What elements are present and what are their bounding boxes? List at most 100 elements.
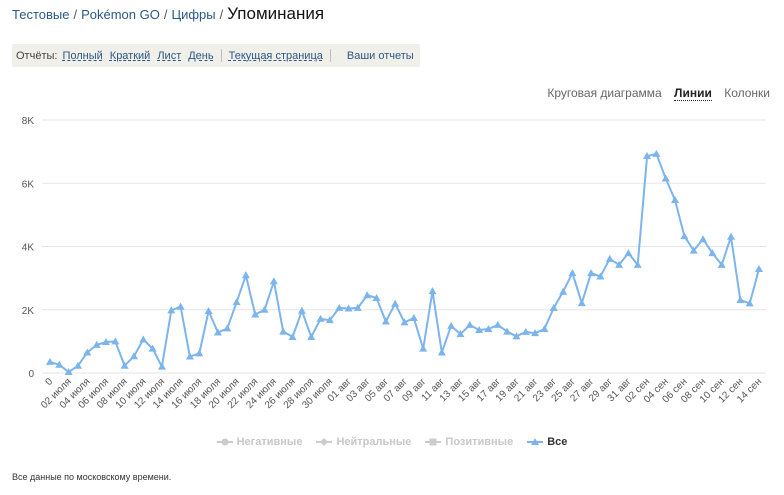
data-point[interactable]	[708, 249, 717, 257]
data-point[interactable]	[643, 152, 652, 160]
data-point[interactable]	[363, 291, 372, 299]
data-point[interactable]	[195, 349, 204, 357]
data-point[interactable]	[223, 324, 232, 332]
data-point[interactable]	[232, 298, 241, 306]
data-point[interactable]	[465, 320, 474, 328]
report-link-sheet[interactable]: Лист	[157, 49, 182, 62]
data-point[interactable]	[661, 174, 670, 182]
data-point[interactable]	[447, 321, 456, 329]
data-point[interactable]	[437, 348, 446, 356]
breadcrumb-link-1[interactable]: Pokémon GO	[81, 7, 160, 22]
chart-type-pie[interactable]: Круговая диаграмма	[547, 86, 662, 100]
data-point[interactable]	[428, 287, 437, 295]
data-point[interactable]	[279, 327, 288, 335]
data-point[interactable]	[745, 299, 754, 307]
data-point[interactable]	[512, 332, 521, 340]
data-point[interactable]	[83, 348, 92, 356]
data-point[interactable]	[120, 361, 129, 369]
data-point[interactable]	[325, 316, 334, 324]
legend-item[interactable]: Все	[527, 436, 567, 448]
data-point[interactable]	[269, 277, 278, 285]
data-point[interactable]	[335, 303, 344, 311]
data-point[interactable]	[297, 306, 306, 314]
data-point[interactable]	[671, 196, 680, 204]
data-point[interactable]	[176, 302, 185, 310]
breadcrumb-link-0[interactable]: Тестовые	[12, 7, 70, 22]
data-point[interactable]	[204, 307, 213, 315]
data-point[interactable]	[549, 303, 558, 311]
data-point[interactable]	[344, 304, 353, 312]
chart-type-lines[interactable]: Линии	[674, 86, 712, 101]
data-point[interactable]	[680, 232, 689, 240]
report-link-full[interactable]: Полный	[62, 49, 103, 62]
data-point[interactable]	[521, 327, 530, 335]
data-point[interactable]	[372, 294, 381, 302]
data-point[interactable]	[409, 313, 418, 321]
data-point[interactable]	[167, 306, 176, 314]
legend-item[interactable]: Негативные	[216, 436, 302, 448]
report-link-day[interactable]: День	[188, 49, 214, 62]
reports-divider	[220, 49, 222, 62]
data-point[interactable]	[540, 325, 549, 333]
data-point[interactable]	[251, 310, 260, 318]
data-point[interactable]	[755, 264, 763, 272]
report-link-short[interactable]: Краткий	[109, 49, 151, 62]
data-point[interactable]	[503, 327, 512, 335]
data-point[interactable]	[288, 332, 297, 340]
breadcrumb-separator: /	[219, 7, 224, 22]
data-point[interactable]	[241, 271, 250, 279]
data-point[interactable]	[615, 260, 624, 268]
data-point[interactable]	[400, 318, 409, 326]
data-point[interactable]	[559, 287, 568, 295]
data-point[interactable]	[456, 330, 465, 338]
data-point[interactable]	[381, 317, 390, 325]
data-point[interactable]	[596, 272, 605, 280]
data-point[interactable]	[531, 329, 540, 337]
data-point[interactable]	[139, 335, 148, 343]
data-point[interactable]	[484, 325, 493, 333]
diamond-marker-icon	[316, 438, 333, 446]
legend-item[interactable]: Позитивные	[425, 436, 513, 448]
data-point[interactable]	[101, 338, 110, 346]
data-point[interactable]	[587, 269, 596, 277]
data-point[interactable]	[475, 325, 484, 333]
data-point[interactable]	[353, 303, 362, 311]
data-point[interactable]	[316, 314, 325, 322]
data-point[interactable]	[699, 235, 708, 243]
data-point[interactable]	[717, 260, 726, 268]
data-point[interactable]	[260, 305, 269, 313]
data-point[interactable]	[55, 360, 64, 368]
data-point[interactable]	[736, 295, 745, 303]
data-point[interactable]	[92, 340, 101, 348]
data-point[interactable]	[727, 232, 736, 240]
data-point[interactable]	[689, 246, 698, 254]
data-point[interactable]	[111, 337, 120, 345]
data-point[interactable]	[64, 368, 73, 376]
data-point[interactable]	[419, 344, 428, 352]
breadcrumb-link-2[interactable]: Цифры	[171, 7, 216, 22]
data-point[interactable]	[568, 269, 577, 277]
breadcrumb-separator: /	[163, 7, 168, 22]
data-point[interactable]	[652, 149, 661, 157]
report-link-current-page[interactable]: Текущая страница	[228, 49, 323, 62]
your-reports-link[interactable]: Ваши отчеты	[346, 49, 414, 62]
data-point[interactable]	[213, 328, 222, 336]
data-point[interactable]	[605, 254, 614, 262]
data-point[interactable]	[307, 332, 316, 340]
data-point[interactable]	[633, 260, 642, 268]
data-point[interactable]	[185, 352, 194, 360]
data-point[interactable]	[493, 320, 502, 328]
reports-label: Отчёты:	[16, 49, 58, 62]
data-point[interactable]	[148, 344, 157, 352]
data-point[interactable]	[129, 352, 138, 360]
chart-type-columns[interactable]: Колонки	[724, 86, 770, 100]
data-point[interactable]	[46, 357, 54, 365]
data-point[interactable]	[73, 361, 82, 369]
triangle-marker-icon	[527, 438, 544, 445]
data-point[interactable]	[391, 299, 400, 307]
data-point[interactable]	[577, 299, 586, 307]
data-point[interactable]	[624, 249, 633, 257]
data-point[interactable]	[157, 362, 166, 370]
legend-item[interactable]: Нейтральные	[316, 436, 411, 448]
